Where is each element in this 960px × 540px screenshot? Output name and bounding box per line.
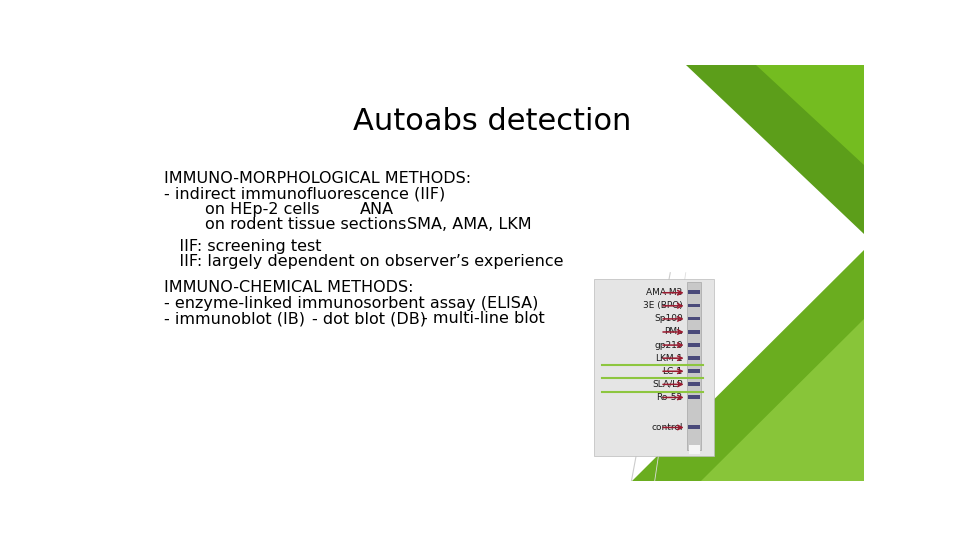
Polygon shape <box>632 249 864 481</box>
Polygon shape <box>685 65 864 234</box>
Text: Ro-52: Ro-52 <box>657 393 683 402</box>
Text: ANA: ANA <box>360 202 395 217</box>
Bar <box>689 445 700 455</box>
Bar <box>688 303 701 307</box>
Polygon shape <box>756 65 864 165</box>
Text: LKM-1: LKM-1 <box>655 354 683 363</box>
Text: Sp100: Sp100 <box>654 314 683 323</box>
Text: gp210: gp210 <box>654 341 683 349</box>
Text: - indirect immunofluorescence (IIF): - indirect immunofluorescence (IIF) <box>164 186 445 201</box>
Bar <box>688 382 701 386</box>
Text: Autoabs detection: Autoabs detection <box>353 107 631 136</box>
Bar <box>688 395 701 399</box>
Text: 3E (BPO): 3E (BPO) <box>643 301 683 310</box>
Bar <box>688 330 701 334</box>
Text: SMA, AMA, LKM: SMA, AMA, LKM <box>407 217 532 232</box>
Text: LC-1: LC-1 <box>662 367 683 376</box>
Bar <box>688 291 701 294</box>
Text: IMMUNO-CHEMICAL METHODS:: IMMUNO-CHEMICAL METHODS: <box>164 280 414 295</box>
Text: IMMUNO-MORPHOLOGICAL METHODS:: IMMUNO-MORPHOLOGICAL METHODS: <box>164 171 471 186</box>
Text: on HEp-2 cells: on HEp-2 cells <box>164 202 320 217</box>
Text: IIF: largely dependent on observer’s experience: IIF: largely dependent on observer’s exp… <box>164 254 564 269</box>
Text: AMA M2: AMA M2 <box>646 288 683 297</box>
Bar <box>688 356 701 360</box>
Text: - dot blot (DB): - dot blot (DB) <box>312 311 426 326</box>
Bar <box>687 282 701 450</box>
Polygon shape <box>701 319 864 481</box>
Bar <box>688 343 701 347</box>
Text: control: control <box>651 423 683 432</box>
Text: - immunoblot (IB): - immunoblot (IB) <box>164 311 305 326</box>
Text: - enzyme-linked immunosorbent assay (ELISA): - enzyme-linked immunosorbent assay (ELI… <box>164 296 539 311</box>
Bar <box>688 316 701 320</box>
Text: - multi-line blot: - multi-line blot <box>422 311 545 326</box>
Text: on rodent tissue sections: on rodent tissue sections <box>164 217 406 232</box>
Bar <box>594 279 714 456</box>
Text: PML: PML <box>664 327 683 336</box>
Bar <box>688 425 701 429</box>
Text: SLA/LP: SLA/LP <box>652 380 683 389</box>
Text: IIF: screening test: IIF: screening test <box>164 239 322 254</box>
Bar <box>688 369 701 373</box>
